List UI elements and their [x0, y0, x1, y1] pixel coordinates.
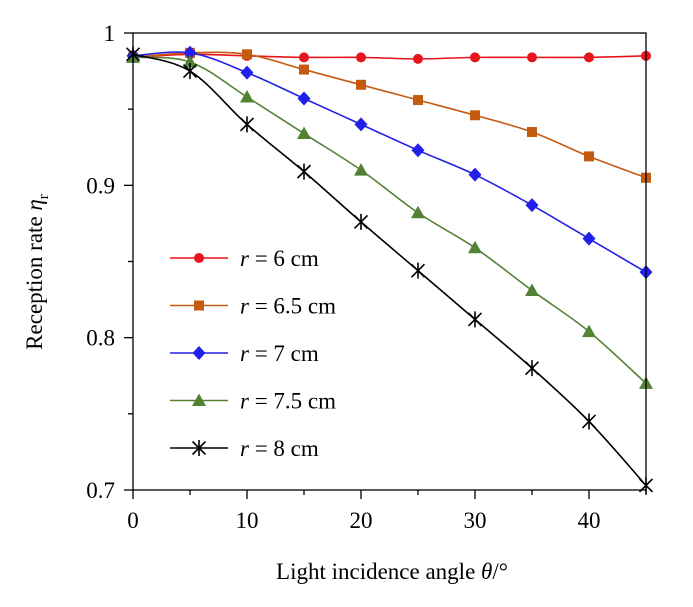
data-point — [353, 213, 369, 230]
data-point — [467, 311, 483, 328]
x-tick-label: 10 — [236, 508, 259, 533]
y-tick-label: 1 — [104, 21, 116, 46]
data-point — [584, 52, 594, 63]
data-point — [413, 95, 423, 106]
data-point — [356, 52, 366, 63]
series-line — [132, 53, 647, 60]
legend: r = 6 cm r = 6.5 cm r = 7 cm r = 7.5 cm r = … — [170, 246, 336, 461]
legend-label: r = 8 cm — [240, 436, 319, 461]
x-tick-label: 20 — [350, 508, 373, 533]
data-point — [413, 53, 423, 64]
series-4 — [126, 50, 653, 389]
data-point — [240, 89, 254, 103]
data-point — [581, 413, 597, 430]
data-point — [582, 324, 596, 338]
series-line — [132, 56, 647, 384]
data-point — [356, 79, 366, 90]
x-tick-label: 40 — [578, 508, 601, 533]
legend-label: r = 7 cm — [240, 341, 319, 366]
data-point — [468, 167, 482, 182]
legend-entry: r = 6 cm — [170, 246, 319, 271]
data-point — [183, 45, 197, 60]
series-line — [132, 51, 647, 273]
data-point — [527, 52, 537, 63]
data-point — [296, 163, 312, 180]
legend-marker — [194, 253, 204, 263]
x-tick-label: 0 — [127, 508, 139, 533]
legend-marker — [192, 346, 206, 360]
data-point — [297, 91, 311, 106]
legend-entry: r = 7.5 cm — [170, 389, 336, 414]
x-tick-label: 30 — [464, 508, 487, 533]
data-point — [299, 64, 309, 75]
data-point — [242, 49, 252, 60]
data-point — [584, 151, 594, 162]
data-point — [527, 127, 537, 138]
y-axis-label: Reception rate ηr — [22, 194, 52, 350]
data-point — [354, 117, 368, 132]
series-2 — [128, 47, 651, 183]
data-point — [182, 63, 198, 80]
y-tick-label: 0.7 — [86, 478, 115, 503]
series-3 — [126, 45, 653, 280]
legend-marker — [194, 300, 204, 311]
data-point — [411, 205, 425, 219]
data-point — [582, 231, 596, 246]
data-point — [470, 110, 480, 121]
data-point — [239, 116, 255, 133]
data-point — [410, 262, 426, 279]
legend-entry: r = 7 cm — [170, 341, 319, 366]
legend-marker — [191, 440, 207, 456]
legend-marker — [192, 393, 206, 406]
y-tick-label: 0.9 — [86, 173, 115, 198]
legend-label: r = 6.5 cm — [240, 294, 336, 319]
legend-label: r = 7.5 cm — [240, 389, 336, 414]
plot-frame — [132, 32, 647, 491]
data-point — [354, 163, 368, 176]
series-line — [132, 53, 647, 486]
ticks-layer: 0 10 20 30 40 0.7 0.8 0.9 1 — [86, 21, 647, 533]
data-point — [411, 143, 425, 158]
x-axis-label: Light incidence angle θ/° — [276, 559, 508, 584]
data-point — [468, 240, 482, 254]
data-point — [525, 198, 539, 213]
legend-entry: r = 8 cm — [170, 436, 319, 461]
series-line — [132, 51, 647, 179]
legend-label: r = 6 cm — [240, 246, 319, 271]
data-point — [299, 52, 309, 63]
series-layer — [125, 45, 654, 494]
data-point — [297, 126, 311, 140]
data-point — [470, 52, 480, 63]
data-point — [524, 360, 540, 377]
y-tick-label: 0.8 — [86, 326, 115, 351]
data-point — [240, 65, 254, 80]
data-point — [183, 54, 197, 68]
data-point — [525, 283, 539, 296]
legend-entry: r = 6.5 cm — [170, 294, 336, 319]
series-5 — [125, 46, 654, 494]
